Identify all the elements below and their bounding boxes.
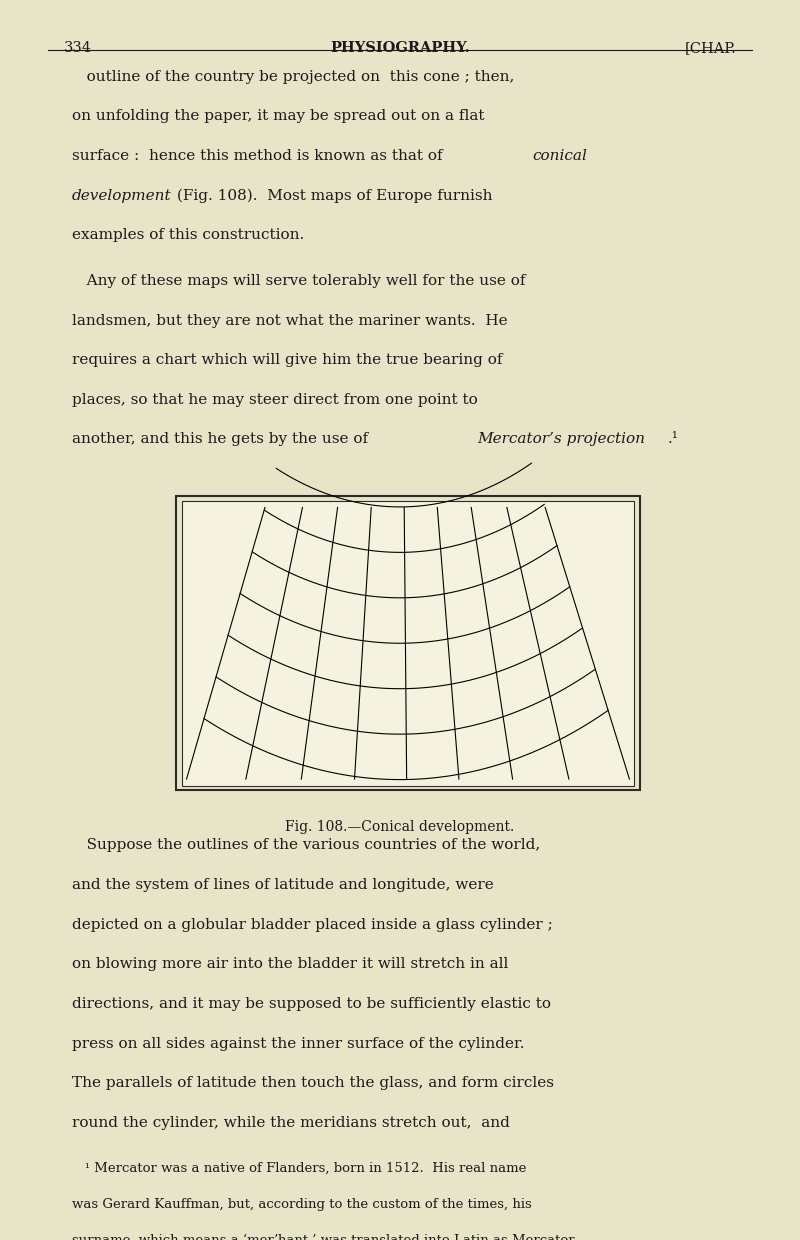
Text: PHYSIOGRAPHY.: PHYSIOGRAPHY. [330,41,470,55]
Text: depicted on a globular bladder placed inside a glass cylinder ;: depicted on a globular bladder placed in… [72,918,553,931]
Text: press on all sides against the inner surface of the cylinder.: press on all sides against the inner sur… [72,1037,525,1050]
Text: ¹ Mercator was a native of Flanders, born in 1512.  His real name: ¹ Mercator was a native of Flanders, bor… [72,1162,526,1174]
Text: Suppose the outlines of the various countries of the world,: Suppose the outlines of the various coun… [72,838,540,852]
Text: 334: 334 [64,41,92,55]
Text: another, and this he gets by the use of: another, and this he gets by the use of [72,433,373,446]
Text: development: development [72,188,172,202]
Text: on blowing more air into the bladder it will stretch in all: on blowing more air into the bladder it … [72,957,508,971]
Text: [CHAP.: [CHAP. [684,41,736,55]
Text: surname, which means a ‘merʼhant,’ was translated into Latin as Mercator.: surname, which means a ‘merʼhant,’ was t… [72,1234,578,1240]
Text: (Fig. 108).  Most maps of Europe furnish: (Fig. 108). Most maps of Europe furnish [172,188,493,203]
Text: was Gerard Kauffman, but, according to the custom of the times, his: was Gerard Kauffman, but, according to t… [72,1198,532,1210]
Text: surface :  hence this method is known as that of: surface : hence this method is known as … [72,149,447,162]
Text: conical: conical [532,149,587,162]
Text: .¹: .¹ [668,433,679,446]
Text: places, so that he may steer direct from one point to: places, so that he may steer direct from… [72,393,478,407]
Text: outline of the country be projected on  this cone ; then,: outline of the country be projected on t… [72,69,514,83]
Text: examples of this construction.: examples of this construction. [72,228,304,242]
Text: requires a chart which will give him the true bearing of: requires a chart which will give him the… [72,353,502,367]
Text: and the system of lines of latitude and longitude, were: and the system of lines of latitude and … [72,878,494,892]
Bar [182,501,634,786]
Text: Mercator’s projection: Mercator’s projection [477,433,645,446]
Text: Any of these maps will serve tolerably well for the use of: Any of these maps will serve tolerably w… [72,274,526,288]
Text: landsmen, but they are not what the mariner wants.  He: landsmen, but they are not what the mari… [72,314,508,327]
Text: directions, and it may be supposed to be sufficiently elastic to: directions, and it may be supposed to be… [72,997,551,1011]
Text: Fig. 108.—Conical development.: Fig. 108.—Conical development. [286,821,514,835]
Text: on unfolding the paper, it may be spread out on a flat: on unfolding the paper, it may be spread… [72,109,485,123]
Text: The parallels of latitude then touch the glass, and form circles: The parallels of latitude then touch the… [72,1076,554,1090]
Text: round the cylinder, while the meridians stretch out,  and: round the cylinder, while the meridians … [72,1116,510,1130]
Bar [176,496,640,790]
